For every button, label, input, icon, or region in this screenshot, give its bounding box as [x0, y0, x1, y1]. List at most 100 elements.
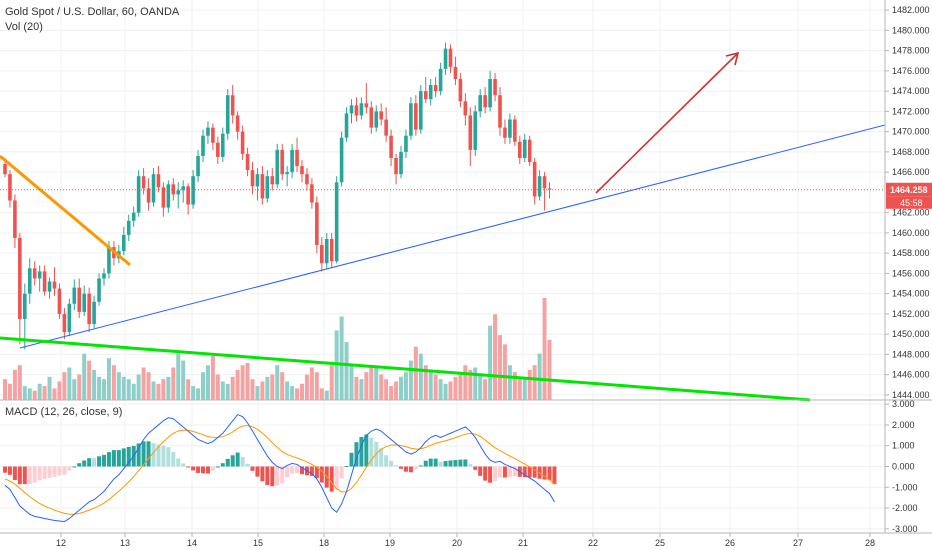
- volume-bar: [468, 369, 473, 400]
- macd-histogram-bar: [205, 466, 210, 474]
- volume-bar: [47, 376, 52, 400]
- volume-bar: [448, 381, 453, 400]
- volume-bar: [280, 372, 285, 400]
- volume-bar: [413, 346, 418, 400]
- candle-body: [488, 78, 492, 108]
- candle-body: [211, 127, 215, 143]
- candle-body: [364, 103, 369, 108]
- macd-histogram-bar: [458, 459, 463, 467]
- volume-bar: [403, 372, 408, 400]
- time-tick-label: 18: [319, 538, 329, 548]
- volume-bar: [62, 372, 67, 400]
- macd-histogram-bar: [547, 466, 552, 481]
- volume-bar: [3, 379, 7, 400]
- price-tick-label: 1456.000: [892, 268, 930, 278]
- macd-histogram-bar: [12, 466, 17, 481]
- volume-bar: [423, 365, 428, 400]
- candle-body: [443, 48, 448, 69]
- time-tick-label: 21: [518, 538, 528, 548]
- price-tick-label: 1482.000: [892, 5, 930, 15]
- candle-body: [483, 95, 487, 108]
- grid-lines: [0, 0, 885, 533]
- candle-body: [146, 188, 151, 203]
- macd-histogram-bar: [27, 466, 32, 485]
- macd-histogram-bar: [498, 466, 502, 478]
- price-tick-label: 1474.000: [892, 86, 930, 96]
- volume-bar: [354, 376, 359, 400]
- macd-histogram-bar: [507, 466, 512, 477]
- macd-histogram-bar: [97, 456, 102, 467]
- volume-bar: [478, 374, 483, 400]
- macd-histogram-bar: [438, 461, 443, 467]
- candle-body: [300, 166, 304, 175]
- candle-body: [532, 162, 537, 197]
- macd-histogram-bar: [136, 443, 141, 467]
- volume-bar: [418, 353, 423, 400]
- volume-bar: [453, 376, 458, 400]
- volume-bar: [67, 367, 72, 400]
- candle-body: [344, 113, 349, 138]
- macd-histogram-bar: [161, 445, 166, 467]
- volume-bar: [300, 383, 304, 400]
- candle-body: [389, 135, 393, 158]
- arrow-line: [595, 52, 739, 194]
- macd-histogram-bar: [512, 466, 517, 477]
- candle-body: [156, 174, 161, 188]
- volume-bar: [329, 365, 334, 400]
- volume-bar: [379, 374, 384, 400]
- volume-bar: [116, 372, 121, 400]
- macd-histogram-bar: [116, 450, 121, 467]
- macd-histogram-bar: [186, 466, 191, 468]
- volume-bar: [7, 383, 12, 400]
- candle-body: [102, 273, 106, 279]
- candle-body: [448, 48, 453, 67]
- candle-body: [265, 176, 270, 199]
- macd-histogram-bar: [181, 463, 186, 467]
- volume-bar: [285, 381, 290, 400]
- macd-histogram-bar: [196, 466, 201, 473]
- candle-body: [82, 293, 86, 312]
- candle-body: [245, 153, 250, 171]
- volume-bar: [483, 379, 488, 400]
- volume-bar: [42, 386, 47, 400]
- candle-body: [32, 268, 37, 279]
- volume-legend[interactable]: Vol (20): [5, 21, 43, 33]
- candle-body: [8, 174, 12, 201]
- candle-body: [62, 313, 67, 333]
- macd-histogram-bar: [151, 443, 156, 467]
- volume-bar: [72, 379, 77, 400]
- candle-body: [72, 287, 77, 304]
- volume-bars: [3, 298, 552, 400]
- macd-histogram-bar: [250, 466, 255, 471]
- countdown-badge: [886, 196, 932, 209]
- candle-body: [394, 157, 398, 175]
- price-tick-label: 1466.000: [892, 167, 930, 177]
- macd-histogram-bar: [369, 437, 374, 467]
- volume-bar: [230, 376, 235, 400]
- candle-body: [136, 176, 141, 213]
- macd-histogram-bar: [329, 466, 334, 492]
- price-tick-label: 1470.000: [892, 127, 930, 137]
- macd-histogram-bar: [389, 460, 394, 467]
- candle-body: [527, 139, 532, 163]
- volume-bar: [542, 298, 547, 400]
- candle-body: [216, 142, 220, 157]
- macd-histogram-bar: [359, 436, 364, 467]
- macd-histogram-bar: [77, 463, 82, 467]
- macd-histogram-bar: [121, 448, 126, 467]
- time-tick-label: 25: [655, 538, 665, 548]
- macd-histogram-bar: [290, 466, 295, 474]
- time-tick-label: 22: [588, 538, 598, 548]
- volume-bar: [201, 372, 205, 400]
- candle-body: [201, 135, 205, 156]
- symbol-legend[interactable]: Gold Spot / U.S. Dollar, 60, OANDA: [5, 6, 180, 18]
- candle-body: [13, 200, 17, 238]
- candle-body: [47, 281, 52, 292]
- macd-legend[interactable]: MACD (12, 26, close, 9): [5, 406, 123, 418]
- macd-tick-label: -2.000: [892, 503, 918, 513]
- candle-body: [493, 78, 497, 96]
- volume-bar: [17, 365, 22, 400]
- macd-histogram-bar: [230, 455, 235, 467]
- volume-bar: [87, 360, 92, 400]
